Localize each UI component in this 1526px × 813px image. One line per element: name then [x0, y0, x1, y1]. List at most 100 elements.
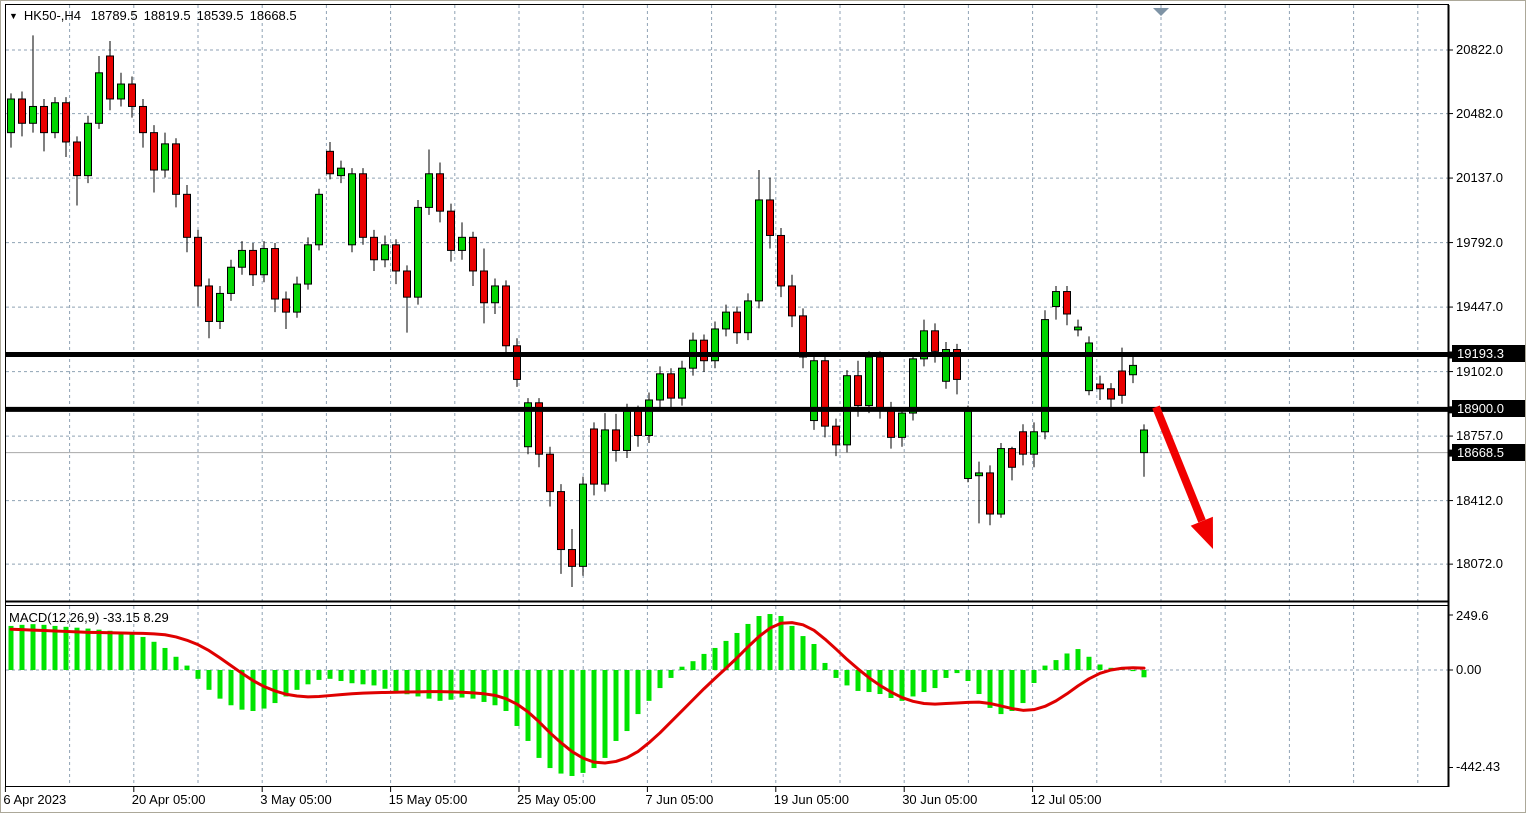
macd-histogram-bar	[932, 670, 938, 689]
title-close-value: 18668.5	[249, 8, 297, 23]
time-axis-label: 7 Jun 05:00	[645, 792, 714, 807]
candle	[1096, 375, 1104, 400]
macd-histogram-bar	[239, 670, 245, 710]
macd-histogram-bar	[657, 670, 663, 689]
scroll-to-end-icon[interactable]	[1153, 8, 1169, 16]
macd-histogram-bar	[613, 670, 619, 741]
candle	[623, 403, 631, 458]
candle	[1030, 422, 1038, 468]
candle	[546, 446, 554, 507]
candle	[1140, 424, 1148, 477]
axis-tick-marks	[4, 49, 1454, 792]
candle	[502, 280, 510, 357]
macd-histogram-bar	[250, 670, 256, 711]
candle	[557, 484, 565, 574]
candle	[403, 265, 411, 333]
candle	[568, 528, 576, 587]
macd-histogram-bar	[228, 670, 234, 706]
macd-histogram-bar	[437, 670, 443, 701]
candle	[612, 413, 620, 462]
candle	[40, 98, 48, 152]
macd-histogram-bar	[1097, 664, 1103, 670]
macd-axis-label: 249.6	[1456, 608, 1489, 623]
macd-histogram-bar	[800, 636, 806, 670]
candle	[524, 398, 532, 455]
macd-histogram-bar	[426, 670, 432, 699]
price-axis-label-highlighted: 19193.3	[1452, 345, 1525, 363]
candle	[513, 338, 521, 387]
macd-histogram-bar	[888, 670, 894, 698]
macd-histogram-bar	[712, 647, 718, 670]
macd-histogram-bar	[844, 670, 850, 686]
candle	[370, 229, 378, 271]
candle	[942, 342, 950, 389]
title-open-value: 18789.5	[90, 8, 138, 23]
candle	[95, 55, 103, 129]
price-axis-label: 18072.0	[1456, 556, 1503, 572]
candle	[7, 93, 15, 148]
macd-histogram-bar	[503, 670, 509, 711]
symbol-dropdown-icon[interactable]: ▼	[9, 11, 18, 21]
macd-histogram-bar	[591, 670, 597, 769]
price-axis-label: 18757.0	[1456, 428, 1503, 444]
macd-histogram-bar	[624, 670, 630, 732]
macd-histogram-bar	[789, 625, 795, 670]
candle	[205, 278, 213, 339]
macd-histogram-bar	[360, 670, 366, 685]
macd-histogram-bar	[382, 670, 388, 689]
macd-histogram-bar	[954, 670, 960, 674]
grid-lines	[6, 5, 1448, 785]
macd-histogram-bar	[129, 633, 135, 670]
candle	[293, 276, 301, 318]
candle	[425, 149, 433, 215]
macd-axis-label: 0.00	[1456, 662, 1482, 677]
candle	[711, 321, 719, 369]
symbol-period-label: HK50-,H4	[23, 8, 81, 23]
price-axis-label: 20482.0	[1456, 105, 1503, 121]
candle	[898, 407, 906, 447]
macd-indicator-label: MACD(12,26,9) -33.15 8.29	[9, 610, 169, 625]
macd-histogram-bar	[371, 670, 377, 686]
candle	[744, 293, 752, 341]
macd-histogram-bar	[305, 670, 311, 685]
macd-histogram-bar	[107, 630, 113, 670]
down-arrow-annotation[interactable]	[1152, 405, 1213, 549]
candle	[920, 319, 928, 367]
candle	[62, 97, 70, 157]
macd-histogram-bar	[811, 643, 817, 670]
macd-histogram-bar	[96, 629, 102, 670]
candle	[810, 355, 818, 430]
candle	[161, 132, 169, 178]
candle	[271, 242, 279, 313]
candle	[678, 360, 686, 406]
pane-borders	[5, 4, 1450, 787]
macd-histogram-bar	[767, 614, 773, 670]
title-low-value: 18539.5	[196, 8, 244, 23]
candle	[1041, 310, 1049, 440]
macd-histogram-bar	[987, 670, 993, 708]
macd-histogram-bar	[514, 670, 520, 726]
price-axis-label: 20137.0	[1456, 170, 1503, 186]
candle	[150, 125, 158, 193]
macd-histogram	[8, 614, 1147, 776]
candle	[216, 285, 224, 329]
candle	[788, 274, 796, 328]
time-axis-label: 15 May 05:00	[388, 792, 468, 807]
macd-histogram-bar	[338, 670, 344, 682]
macd-histogram-bar	[85, 628, 91, 670]
macd-histogram-bar	[943, 670, 949, 678]
macd-signal-line	[9, 621, 1146, 765]
candle	[491, 278, 499, 314]
macd-histogram-bar	[492, 670, 498, 706]
price-axis-label: 19102.0	[1456, 363, 1503, 379]
macd-histogram-bar	[525, 670, 531, 741]
candle	[348, 168, 356, 253]
candle	[106, 41, 114, 111]
candle	[590, 422, 598, 496]
candle	[645, 392, 653, 443]
candle	[436, 162, 444, 223]
candle	[964, 405, 972, 483]
macd-histogram-bar	[448, 670, 454, 700]
macd-histogram-bar	[349, 670, 355, 684]
